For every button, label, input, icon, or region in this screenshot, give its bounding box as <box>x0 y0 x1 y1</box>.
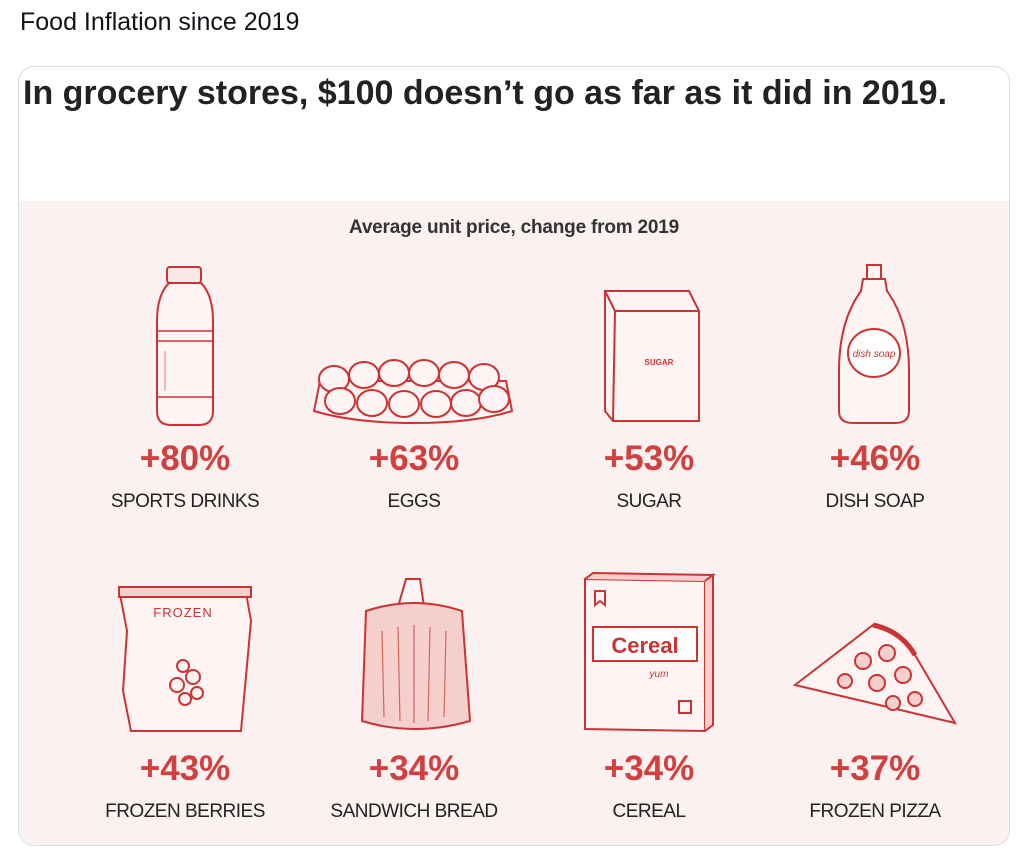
value-label: +46% <box>829 439 921 478</box>
category-label: CEREAL <box>612 801 686 822</box>
value-label: +63% <box>368 439 460 478</box>
value-label: +43% <box>139 749 231 788</box>
category-label: FROZEN BERRIES <box>105 801 265 822</box>
category-label: SANDWICH BREAD <box>330 801 498 822</box>
infographic-panel: Average unit price, change from 2019 +80… <box>19 201 1009 845</box>
article-headline: In grocery stores, $100 doesn’t go as fa… <box>23 74 948 112</box>
value-label: +53% <box>603 439 695 478</box>
cereal-box-subtext: yum <box>649 669 669 680</box>
frozen-berries-bag-icon: FROZEN <box>117 585 253 732</box>
dish-soap-text: dish soap <box>853 349 896 360</box>
egg-carton-icon <box>312 359 514 425</box>
dish-soap-bottle-icon: dish soap <box>838 264 910 424</box>
chart-title: Average unit price, change from 2019 <box>349 217 679 238</box>
category-label: FROZEN PIZZA <box>809 801 941 822</box>
category-label: DISH SOAP <box>825 491 925 512</box>
cereal-box-icon: Cereal yum <box>584 571 716 733</box>
cereal-box-text: Cereal <box>611 633 678 658</box>
category-label: SUGAR <box>616 491 682 512</box>
pizza-slice-icon <box>792 622 958 725</box>
value-label: +34% <box>603 749 695 788</box>
value-label: +80% <box>139 439 231 478</box>
value-label: +34% <box>368 749 460 788</box>
article-card[interactable]: In grocery stores, $100 doesn’t go as fa… <box>18 66 1010 846</box>
frozen-bag-text: FROZEN <box>153 605 212 620</box>
bread-loaf-icon <box>360 578 472 730</box>
value-label: +37% <box>829 749 921 788</box>
sugar-bag-text: SUGAR <box>645 358 674 367</box>
sugar-bag-icon: SUGAR <box>604 290 700 422</box>
post-text: Food Inflation since 2019 <box>20 8 300 36</box>
sports-drink-bottle-icon <box>156 266 214 426</box>
category-label: EGGS <box>387 491 441 512</box>
category-label: SPORTS DRINKS <box>110 491 260 512</box>
